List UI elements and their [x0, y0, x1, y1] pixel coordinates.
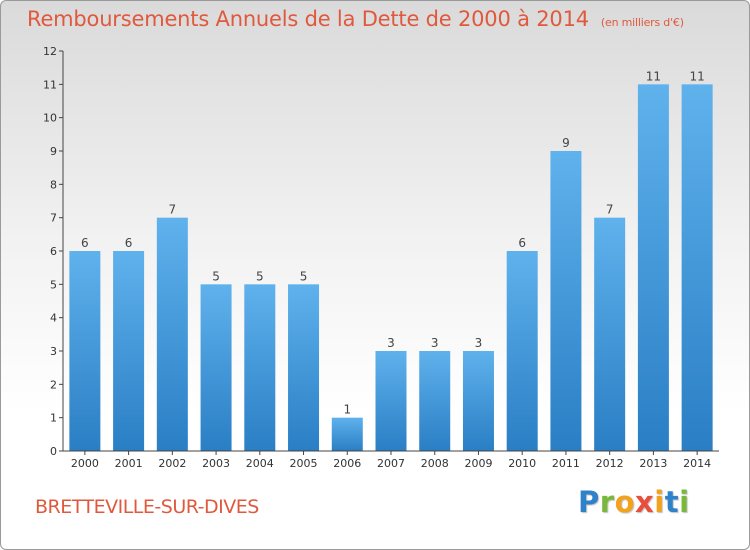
place-name: BRETTEVILLE-SUR-DIVES	[35, 496, 259, 518]
x-tick-label-2010: 2010	[508, 457, 536, 470]
bar-2002	[156, 217, 188, 451]
chart-unit-label: (en milliers d'€)	[600, 16, 684, 29]
data-label-2014: 11	[689, 69, 704, 83]
bar-2012	[594, 217, 626, 451]
y-tick-label: 5	[50, 278, 57, 291]
bar-2009	[462, 351, 494, 451]
data-label-2001: 6	[125, 236, 133, 250]
y-tick-label: 7	[50, 212, 57, 225]
data-label-2007: 3	[387, 336, 395, 350]
data-label-2013: 11	[646, 69, 661, 83]
data-label-2004: 5	[256, 269, 264, 283]
y-tick-label: 9	[50, 145, 57, 158]
x-tick-label-2003: 2003	[202, 457, 230, 470]
bar-2007	[375, 351, 407, 451]
y-tick-label: 4	[50, 312, 57, 325]
data-label-2010: 6	[518, 236, 526, 250]
bar-2010	[506, 251, 538, 451]
bar-2000	[69, 251, 101, 451]
bar-2008	[419, 351, 451, 451]
x-tick-label-2001: 2001	[115, 457, 143, 470]
data-label-2000: 6	[81, 236, 89, 250]
x-tick-label-2002: 2002	[158, 457, 186, 470]
x-tick-label-2008: 2008	[421, 457, 449, 470]
data-label-2011: 9	[562, 136, 570, 150]
y-tick-label: 12	[43, 45, 57, 58]
bar-2001	[113, 251, 145, 451]
y-tick-label: 10	[43, 112, 57, 125]
y-tick-label: 2	[50, 378, 57, 391]
data-label-2009: 3	[475, 336, 483, 350]
y-tick-label: 1	[50, 412, 57, 425]
x-tick-label-2014: 2014	[683, 457, 711, 470]
bar-2014	[681, 84, 713, 451]
bar-2013	[637, 84, 669, 451]
data-label-2008: 3	[431, 336, 439, 350]
chart-title: Remboursements Annuels de la Dette de 20…	[27, 7, 684, 31]
x-tick-label-2007: 2007	[377, 457, 405, 470]
bar-2004	[244, 284, 276, 451]
bar-2003	[200, 284, 232, 451]
y-tick-label: 11	[43, 78, 57, 91]
x-tick-label-2006: 2006	[333, 457, 361, 470]
x-tick-label-2012: 2012	[596, 457, 624, 470]
x-tick-label-2000: 2000	[71, 457, 99, 470]
y-tick-label: 3	[50, 345, 57, 358]
x-tick-label-2009: 2009	[464, 457, 492, 470]
data-label-2003: 5	[212, 269, 220, 283]
y-tick-label: 0	[50, 445, 57, 458]
data-label-2005: 5	[300, 269, 308, 283]
y-tick-label: 8	[50, 178, 57, 191]
x-tick-label-2005: 2005	[290, 457, 318, 470]
x-tick-label-2013: 2013	[639, 457, 667, 470]
y-tick-label: 6	[50, 245, 57, 258]
data-label-2006: 1	[343, 403, 351, 417]
x-tick-label-2011: 2011	[552, 457, 580, 470]
data-label-2012: 7	[606, 203, 614, 217]
bar-2005	[288, 284, 320, 451]
x-tick-label-2004: 2004	[246, 457, 274, 470]
bar-2011	[550, 151, 582, 451]
data-label-2002: 7	[169, 203, 177, 217]
proxiti-logo: Proxiti	[578, 485, 690, 519]
bars-group: 6 6 7 5 5 5 1 3 3 3 6 9 7 11 11	[69, 69, 713, 451]
bar-2006	[331, 417, 363, 451]
chart-title-text: Remboursements Annuels de la Dette de 20…	[27, 7, 589, 31]
